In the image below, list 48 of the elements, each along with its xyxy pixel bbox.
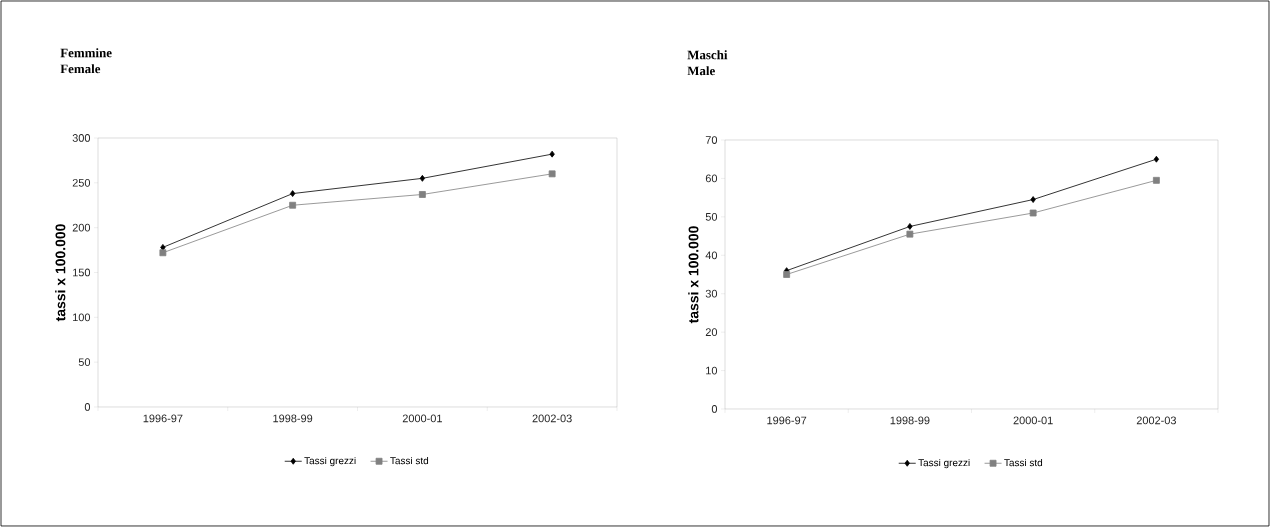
y-axis-title: tassi x 100.000 — [688, 226, 699, 324]
point — [1153, 155, 1160, 163]
x-tick-label: 2000-01 — [1013, 416, 1053, 425]
x-tick-label: 1996-97 — [767, 416, 807, 425]
point — [1152, 176, 1160, 184]
x-tick-label: 2002-03 — [532, 414, 572, 423]
x-tick-label: 1998-99 — [273, 414, 313, 423]
legend-label: Tassi grezzi — [918, 458, 970, 469]
x-tick-label: 2002-03 — [1136, 416, 1176, 425]
point — [289, 201, 297, 209]
chart-title: Femmine — [60, 48, 112, 58]
y-tick-label: 250 — [72, 178, 91, 187]
point — [906, 230, 914, 238]
chart-subtitle: Female — [60, 64, 101, 74]
y-tick-label: 50 — [78, 358, 91, 367]
y-tick-label: 40 — [705, 251, 718, 260]
point — [1030, 196, 1036, 203]
chart-subtitle: Male — [687, 66, 715, 76]
legend-label: Tassi std — [1004, 458, 1043, 467]
point — [549, 150, 555, 158]
y-axis-title: tassi x 100.000 — [55, 224, 66, 322]
x-tick-label: 1998-99 — [890, 416, 930, 425]
point — [907, 223, 913, 230]
y-tick-label: 10 — [706, 366, 718, 375]
chart-title: Maschi — [687, 50, 728, 60]
point — [783, 271, 791, 278]
y-tick-label: 300 — [72, 134, 91, 142]
point — [418, 191, 426, 198]
y-tick-label: 0 — [711, 405, 718, 413]
y-tick-label: 150 — [73, 268, 91, 277]
point — [1029, 209, 1037, 217]
point — [159, 249, 167, 257]
y-tick-label: 0 — [84, 403, 91, 411]
x-tick-label: 2000-01 — [402, 414, 442, 423]
x-tick-label: 1996-97 — [143, 414, 183, 423]
point — [289, 190, 296, 197]
legend-label: Tassi grezzi — [304, 456, 356, 467]
y-tick-label: 200 — [72, 223, 91, 232]
point — [160, 243, 166, 251]
y-tick-label: 100 — [73, 313, 91, 322]
point — [419, 174, 426, 182]
y-tick-label: 30 — [705, 289, 718, 298]
y-tick-label: 60 — [705, 174, 718, 183]
legend-label: Tassi std — [390, 456, 429, 465]
y-tick-label: 50 — [705, 212, 718, 221]
y-tick-label: 70 — [705, 136, 718, 144]
y-tick-label: 20 — [705, 328, 718, 337]
point — [548, 170, 556, 178]
